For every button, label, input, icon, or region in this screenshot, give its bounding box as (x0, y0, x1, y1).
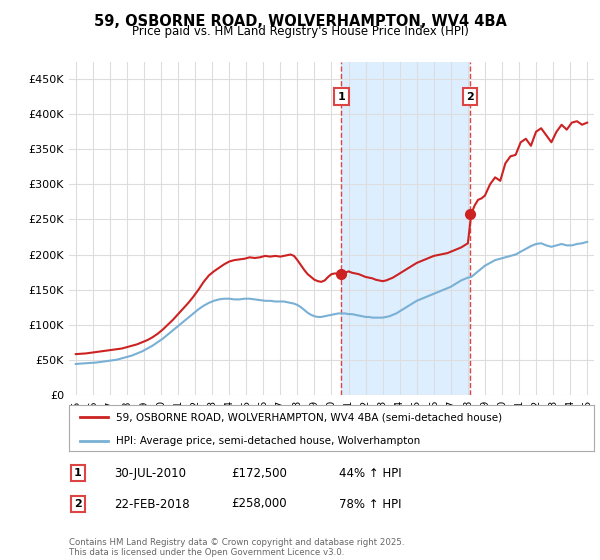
Text: £172,500: £172,500 (231, 466, 287, 480)
Text: 59, OSBORNE ROAD, WOLVERHAMPTON, WV4 4BA (semi-detached house): 59, OSBORNE ROAD, WOLVERHAMPTON, WV4 4BA… (116, 412, 502, 422)
Text: £258,000: £258,000 (231, 497, 287, 511)
Text: 44% ↑ HPI: 44% ↑ HPI (339, 466, 401, 480)
Text: 2: 2 (466, 92, 474, 101)
Text: 1: 1 (74, 468, 82, 478)
Text: 1: 1 (338, 92, 345, 101)
Text: 59, OSBORNE ROAD, WOLVERHAMPTON, WV4 4BA: 59, OSBORNE ROAD, WOLVERHAMPTON, WV4 4BA (94, 14, 506, 29)
Text: 22-FEB-2018: 22-FEB-2018 (114, 497, 190, 511)
Text: HPI: Average price, semi-detached house, Wolverhampton: HPI: Average price, semi-detached house,… (116, 436, 421, 446)
Text: 2: 2 (74, 499, 82, 509)
Text: Price paid vs. HM Land Registry's House Price Index (HPI): Price paid vs. HM Land Registry's House … (131, 25, 469, 38)
Text: 78% ↑ HPI: 78% ↑ HPI (339, 497, 401, 511)
Text: 30-JUL-2010: 30-JUL-2010 (114, 466, 186, 480)
Bar (341, 62, 470, 395)
Text: Contains HM Land Registry data © Crown copyright and database right 2025.
This d: Contains HM Land Registry data © Crown c… (69, 538, 404, 557)
